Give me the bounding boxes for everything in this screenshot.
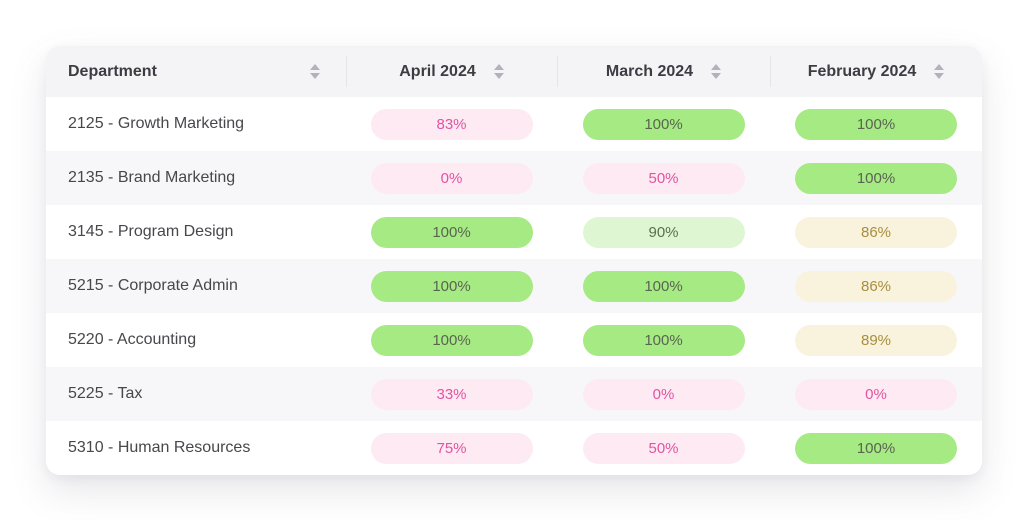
percentage-pill: 86% <box>795 216 957 248</box>
value-cell: 100% <box>346 324 557 356</box>
percentage-pill: 50% <box>582 162 745 194</box>
value-cell: 0% <box>557 378 770 410</box>
percentage-pill: 100% <box>795 162 957 194</box>
column-header-department[interactable]: Department <box>46 46 346 97</box>
sort-icon[interactable] <box>493 64 504 79</box>
attendance-table-card: Department April 2024 March 2024 Februar… <box>46 46 982 475</box>
department-cell: 2125 - Growth Marketing <box>68 115 245 132</box>
column-header-march-2024[interactable]: March 2024 <box>557 46 770 97</box>
percentage-pill: 75% <box>370 432 533 464</box>
department-cell: 5225 - Tax <box>68 385 143 402</box>
percentage-pill: 33% <box>370 378 533 410</box>
percentage-pill: 100% <box>795 432 957 464</box>
sort-down-arrow-icon <box>493 73 504 79</box>
sort-icon[interactable] <box>934 64 945 79</box>
percentage-pill: 100% <box>370 270 533 302</box>
value-cell: 90% <box>557 216 770 248</box>
column-header-april-2024[interactable]: April 2024 <box>346 46 557 97</box>
sort-up-arrow-icon <box>310 64 320 70</box>
table-row: 5310 - Human Resources 75% 50% 100% <box>46 421 982 475</box>
department-cell: 2135 - Brand Marketing <box>68 169 236 186</box>
value-cell: 100% <box>346 216 557 248</box>
percentage-pill: 100% <box>582 324 745 356</box>
percentage-pill: 100% <box>582 108 745 140</box>
value-cell: 100% <box>557 270 770 302</box>
percentage-pill: 86% <box>795 270 957 302</box>
percentage-pill: 100% <box>582 270 745 302</box>
sort-icon[interactable] <box>310 64 320 79</box>
value-cell: 83% <box>346 108 557 140</box>
value-cell: 50% <box>557 432 770 464</box>
sort-down-arrow-icon <box>934 73 945 79</box>
percentage-pill: 50% <box>582 432 745 464</box>
column-header-label: February 2024 <box>807 62 917 80</box>
column-header-label: Department <box>68 62 157 80</box>
column-header-february-2024[interactable]: February 2024 <box>770 46 982 97</box>
percentage-pill: 90% <box>582 216 745 248</box>
sort-up-arrow-icon <box>711 64 722 70</box>
value-cell: 100% <box>557 108 770 140</box>
value-cell: 86% <box>770 216 982 248</box>
value-cell: 100% <box>770 432 982 464</box>
table-header-row: Department April 2024 March 2024 Februar… <box>46 46 982 97</box>
percentage-pill: 83% <box>370 108 533 140</box>
percentage-pill: 100% <box>795 108 957 140</box>
value-cell: 86% <box>770 270 982 302</box>
department-cell: 3145 - Program Design <box>68 223 234 240</box>
sort-icon[interactable] <box>711 64 722 79</box>
value-cell: 100% <box>346 270 557 302</box>
table-body: 2125 - Growth Marketing 83% 100% 100% 2135 -… <box>46 97 982 475</box>
department-cell: 5310 - Human Resources <box>68 439 251 456</box>
value-cell: 89% <box>770 324 982 356</box>
table-row: 5215 - Corporate Admin 100% 100% 86% <box>46 259 982 313</box>
value-cell: 50% <box>557 162 770 194</box>
value-cell: 100% <box>770 108 982 140</box>
value-cell: 0% <box>346 162 557 194</box>
percentage-pill: 89% <box>795 324 957 356</box>
table-row: 2125 - Growth Marketing 83% 100% 100% <box>46 97 982 151</box>
table-row: 2135 - Brand Marketing 0% 50% 100% <box>46 151 982 205</box>
value-cell: 100% <box>557 324 770 356</box>
department-cell: 5220 - Accounting <box>68 331 197 348</box>
column-header-label: April 2024 <box>399 62 476 80</box>
value-cell: 75% <box>346 432 557 464</box>
percentage-pill: 0% <box>370 162 533 194</box>
department-cell: 5215 - Corporate Admin <box>68 277 238 294</box>
value-cell: 33% <box>346 378 557 410</box>
table-row: 3145 - Program Design 100% 90% 86% <box>46 205 982 259</box>
sort-up-arrow-icon <box>934 64 945 70</box>
table-row: 5225 - Tax 33% 0% 0% <box>46 367 982 421</box>
percentage-pill: 100% <box>370 324 533 356</box>
sort-up-arrow-icon <box>493 64 504 70</box>
sort-down-arrow-icon <box>711 73 722 79</box>
table-row: 5220 - Accounting 100% 100% 89% <box>46 313 982 367</box>
value-cell: 100% <box>770 162 982 194</box>
percentage-pill: 0% <box>795 378 957 410</box>
value-cell: 0% <box>770 378 982 410</box>
column-header-label: March 2024 <box>605 62 694 80</box>
percentage-pill: 100% <box>370 216 533 248</box>
percentage-pill: 0% <box>582 378 745 410</box>
sort-down-arrow-icon <box>310 73 320 79</box>
